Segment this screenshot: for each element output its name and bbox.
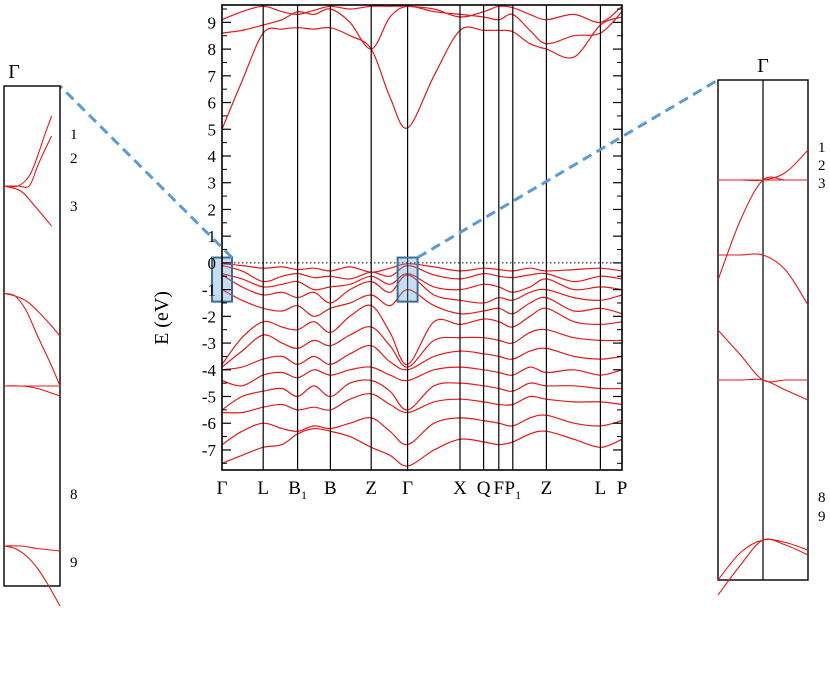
band-number-label: 8 (818, 490, 826, 506)
y-tick-label: 4 (208, 147, 217, 166)
zoom-connector-1 (58, 84, 234, 259)
zoom-band-5 (3, 292, 61, 337)
kpoint-label-1: L (257, 478, 269, 499)
right-zoom-title: Γ (757, 55, 769, 77)
kpoint-label-10: Z (541, 478, 553, 499)
y-axis-label: E (eV) (151, 291, 173, 345)
zoom-band-9 (3, 545, 61, 607)
y-tick-label: 6 (208, 94, 217, 113)
band-number-label: 2 (818, 158, 826, 174)
zoom-band-3 (3, 185, 53, 227)
left-zoom-frame (3, 85, 61, 587)
zoom-band-8 (3, 545, 61, 552)
y-tick-label: 3 (208, 174, 217, 193)
zoom-connectors (58, 78, 719, 259)
left-zoom-title: Γ (8, 61, 20, 83)
kpoint-subscript: 1 (301, 488, 307, 502)
y-tick-label: 8 (208, 40, 217, 59)
zoom-band-6 (717, 378, 809, 401)
y-tick-label: -5 (202, 388, 216, 407)
y-tick-label: 5 (208, 120, 217, 139)
y-tick-label: 2 (208, 200, 217, 219)
band-number-label: 8 (70, 487, 78, 503)
y-tick-label: 0 (208, 254, 217, 273)
band-number-label: 2 (70, 151, 78, 167)
y-tick-label: 9 (208, 13, 217, 32)
band-15 (221, 414, 623, 446)
left-zoom-panel: 1 2 3 8 9 Γ (3, 61, 78, 607)
band-1 (221, 16, 623, 130)
y-tick-label: -4 (202, 361, 217, 380)
kpoint-lines (262, 5, 602, 470)
right-zoom-band-labels: 1 2 3 8 9 (818, 140, 826, 525)
kpoint-subscript: 1 (515, 488, 521, 502)
band-10 (221, 326, 623, 368)
zoom-band-2 (4, 135, 53, 188)
kpoint-label-12: P (617, 478, 628, 499)
highlight-box-2 (396, 256, 419, 303)
kpoint-label-11: L (595, 478, 607, 499)
band-13 (221, 379, 623, 411)
band-number-label: 1 (818, 140, 826, 156)
y-tick-label: 7 (208, 67, 217, 86)
y-tick-label: 1 (208, 227, 217, 246)
kpoint-label-6: X (453, 478, 467, 499)
y-tick-label: -7 (202, 441, 217, 460)
y-tick-label: -6 (202, 414, 216, 433)
band-11 (221, 344, 623, 371)
zoom-band-4 (718, 253, 809, 306)
zoom-connector-2 (416, 78, 719, 259)
kpoint-label-5: Γ (402, 478, 413, 499)
band-lines (221, 5, 623, 467)
kpoint-label-3: B (324, 478, 337, 499)
zoom-band-8 (717, 538, 809, 596)
plot-frame (221, 4, 623, 471)
left-zoom-bands (3, 115, 61, 607)
left-zoom-band-labels: 1 2 3 8 9 (70, 127, 78, 571)
band-number-label: 3 (818, 176, 826, 192)
band-number-label: 9 (70, 555, 78, 571)
band-4 (221, 263, 623, 273)
band-5 (221, 264, 623, 283)
y-tick-label: -2 (202, 307, 216, 326)
band-number-label: 3 (70, 199, 78, 215)
zoom-band-3 (717, 176, 808, 281)
kpoint-label-9: P1 (505, 478, 522, 502)
band-number-label: 1 (70, 127, 78, 143)
y-tick-label: -1 (202, 281, 216, 300)
x-axis-kpoint-labels: Γ L B1 B Z Γ X Q F P1 Z L P (217, 478, 628, 502)
kpoint-label-7: Q (477, 478, 491, 499)
kpoint-label-8: F (494, 478, 505, 499)
band-12 (221, 366, 623, 387)
kpoint-label-2: B1 (288, 478, 307, 502)
y-axis-ticks: -7 -6 -5 -4 -3 -2 -1 0 1 2 3 4 5 6 7 8 9 (202, 8, 622, 464)
band-2 (221, 5, 623, 50)
kpoint-label-0: Γ (217, 478, 228, 499)
right-zoom-panel: 1 2 3 8 9 Γ (717, 55, 826, 596)
kpoint-label-4: Z (365, 478, 377, 499)
band-number-label: 9 (818, 509, 826, 525)
right-zoom-bands (717, 149, 809, 596)
y-tick-label: -3 (202, 334, 216, 353)
